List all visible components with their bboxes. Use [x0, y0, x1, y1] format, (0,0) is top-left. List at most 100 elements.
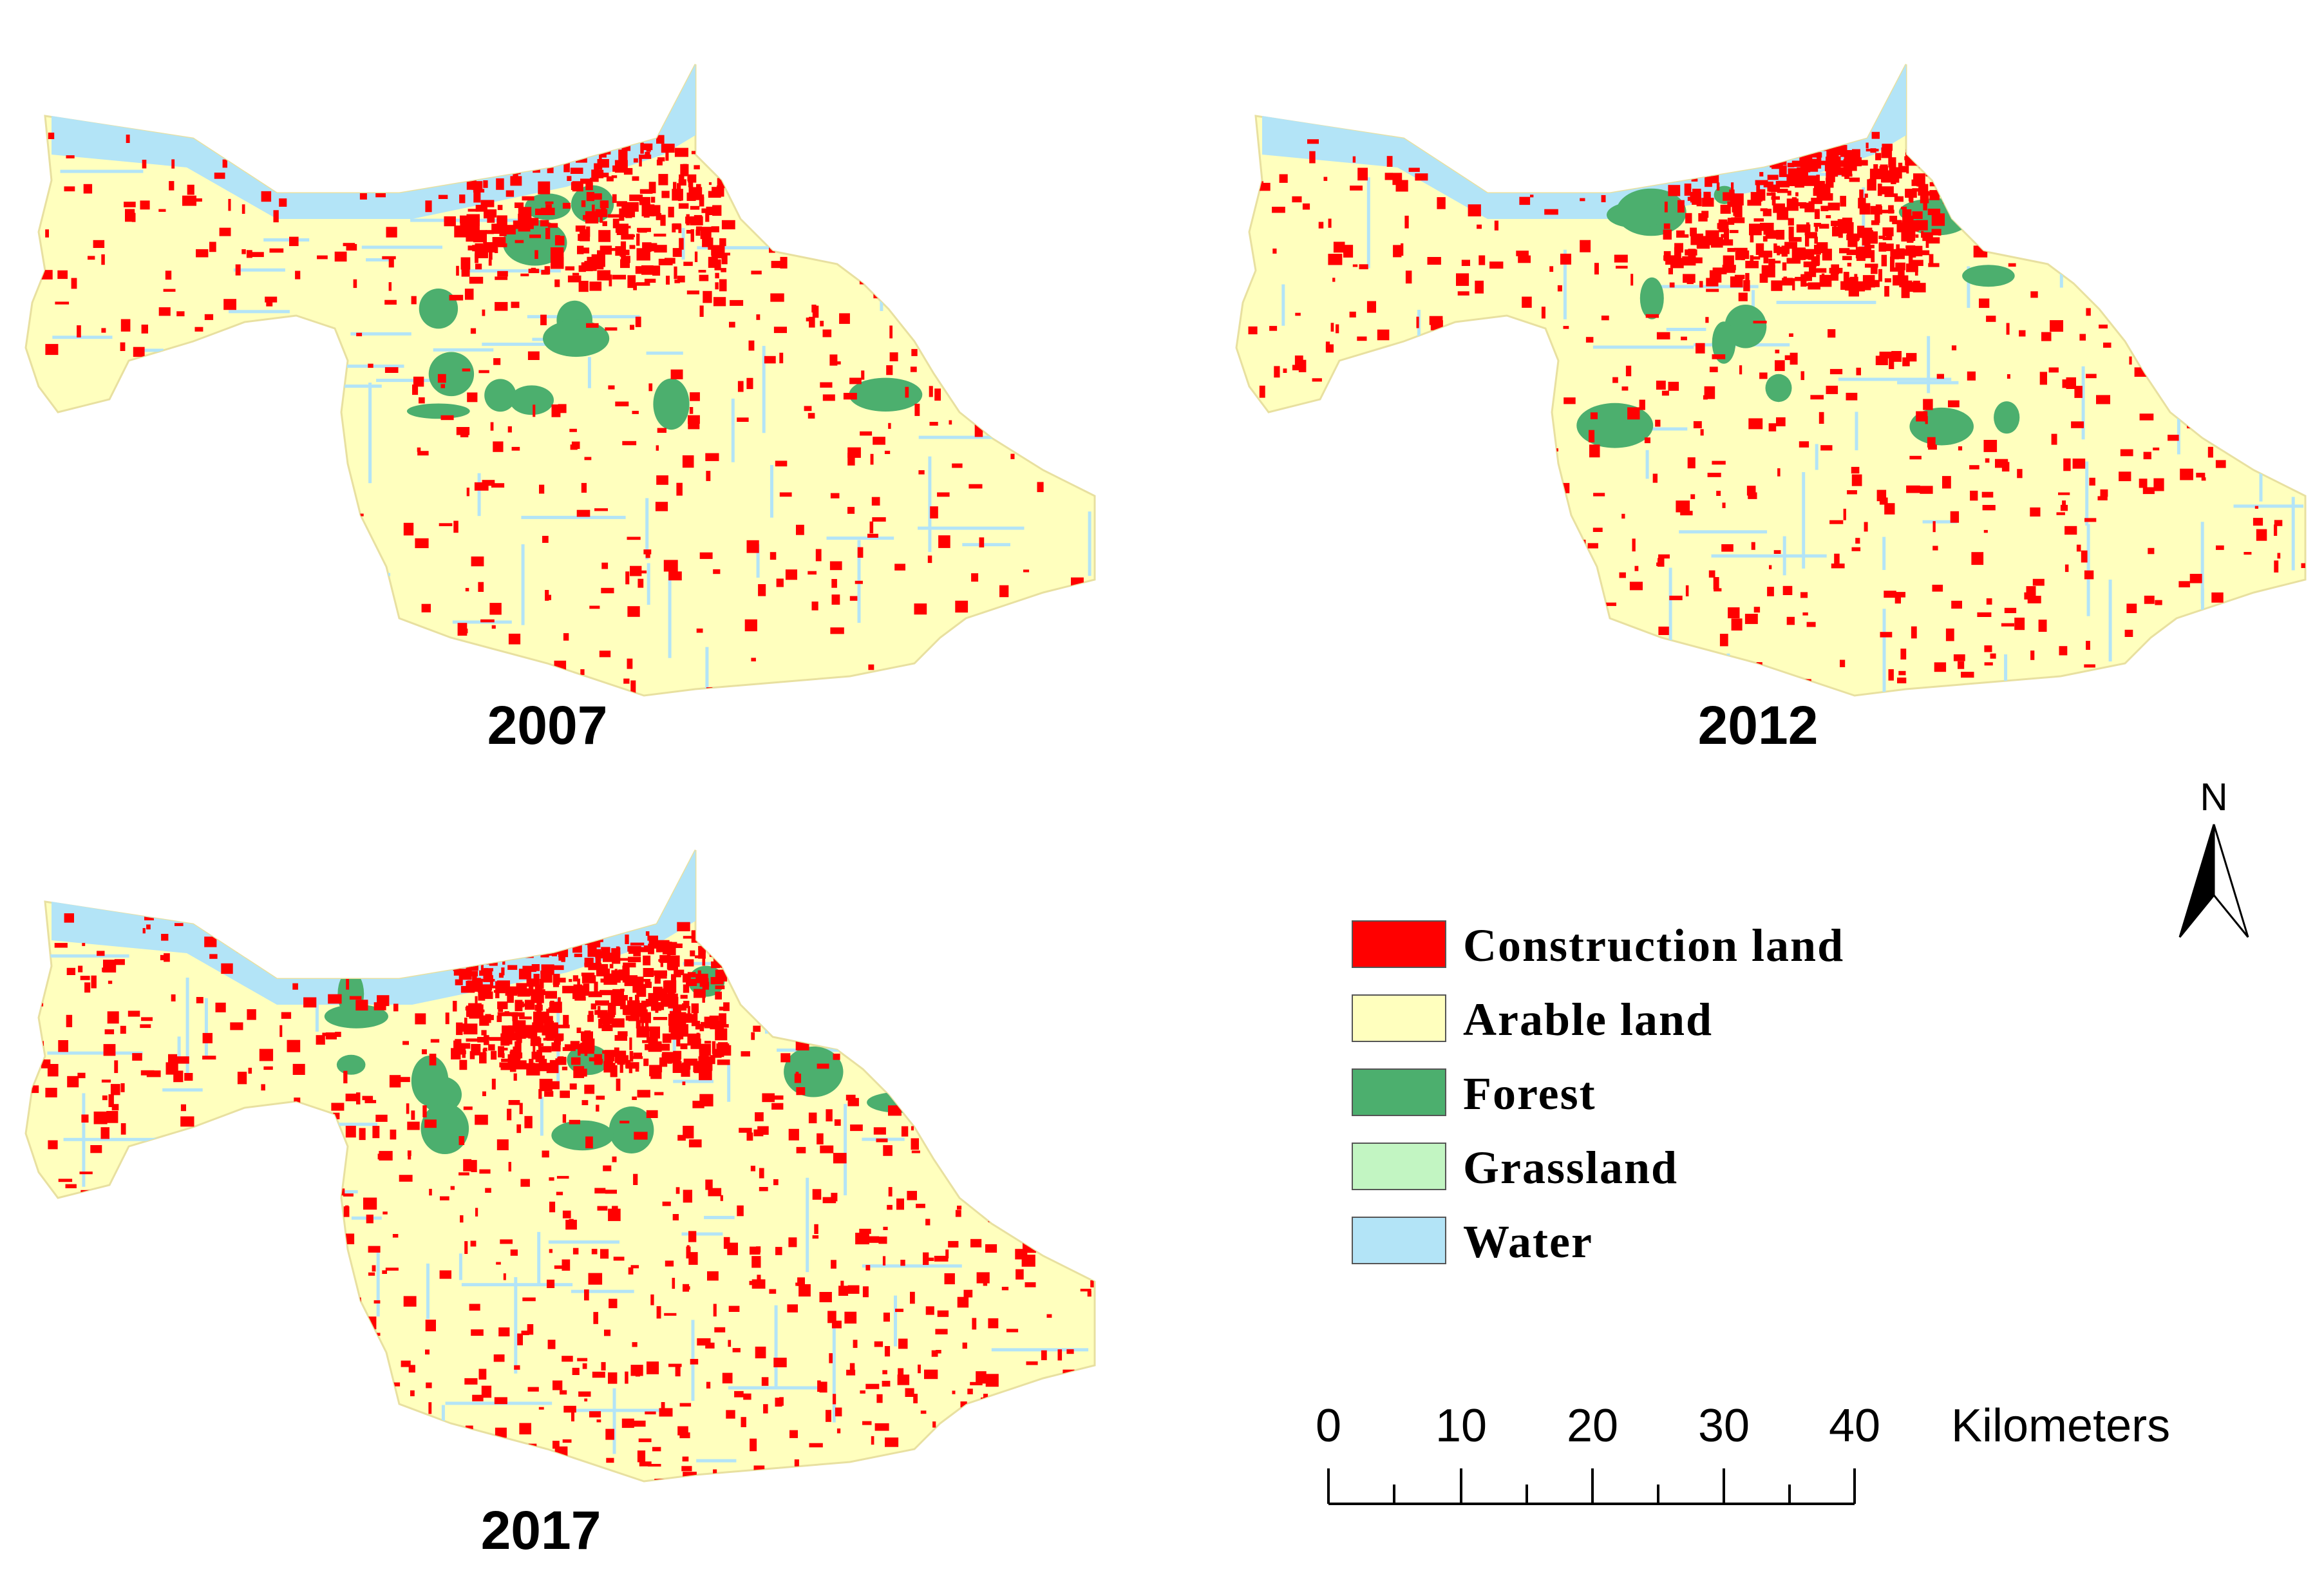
construction-patch [630, 680, 636, 694]
water-channel [1366, 177, 1370, 269]
construction-patch [1073, 466, 1085, 475]
construction-patch [533, 1045, 536, 1054]
construction-patch [788, 1128, 799, 1141]
construction-patch [1020, 256, 1030, 269]
construction-patch [542, 1150, 549, 1158]
construction-patch [572, 943, 582, 953]
construction-patch [508, 633, 521, 645]
construction-patch [2273, 647, 2288, 657]
water-channel [390, 1454, 394, 1481]
construction-patch [1851, 547, 1861, 551]
construction-patch [435, 180, 449, 184]
construction-patch [1869, 168, 1883, 180]
construction-patch [690, 392, 700, 401]
construction-patch [983, 1105, 987, 1109]
construction-patch [714, 149, 728, 157]
water-channel [196, 442, 288, 446]
construction-patch [58, 1040, 68, 1052]
construction-patch [623, 167, 633, 175]
construction-patch [50, 555, 61, 562]
construction-patch [75, 1436, 88, 1445]
construction-patch [1696, 343, 1705, 354]
construction-patch [1906, 485, 1920, 493]
construction-patch [789, 996, 802, 1003]
construction-patch [259, 1048, 274, 1061]
construction-patch [126, 549, 134, 559]
construction-patch [175, 923, 184, 926]
construction-patch [911, 348, 918, 356]
construction-patch [618, 1031, 628, 1037]
construction-patch [322, 1429, 329, 1440]
construction-patch [119, 1212, 125, 1218]
construction-patch [508, 1025, 517, 1032]
construction-patch [1709, 270, 1722, 283]
construction-patch [478, 1369, 487, 1380]
construction-patch [1249, 686, 1256, 695]
construction-patch [602, 221, 607, 227]
construction-patch [645, 554, 650, 558]
construction-patch [2154, 218, 2166, 222]
construction-patch [1634, 140, 1643, 144]
construction-patch [2238, 658, 2242, 664]
construction-patch [678, 224, 682, 233]
construction-patch [1238, 591, 1249, 598]
construction-patch [2140, 683, 2143, 692]
construction-patch [345, 1326, 353, 1338]
construction-patch [1942, 476, 1951, 489]
construction-patch [927, 1103, 939, 1113]
construction-patch [874, 1056, 878, 1061]
construction-patch [1051, 196, 1064, 199]
construction-patch [1050, 1197, 1059, 1202]
construction-patch [2144, 595, 2155, 604]
construction-patch [1878, 242, 1887, 252]
construction-patch [284, 1232, 290, 1242]
forest-patch [509, 385, 554, 415]
construction-patch [1806, 621, 1816, 627]
construction-patch [495, 247, 498, 253]
construction-patch [456, 265, 459, 276]
construction-patch [645, 982, 652, 988]
construction-patch [236, 941, 242, 953]
construction-patch [600, 200, 609, 209]
construction-patch [1860, 160, 1868, 166]
construction-patch [614, 160, 628, 173]
construction-patch [91, 975, 97, 989]
construction-patch [486, 946, 491, 951]
construction-patch [326, 1353, 338, 1357]
construction-patch [213, 386, 224, 391]
construction-patch [831, 594, 840, 605]
construction-patch [662, 1201, 671, 1206]
construction-patch [1421, 622, 1435, 628]
water-channel [160, 1184, 164, 1233]
construction-patch [173, 1070, 184, 1083]
construction-patch [456, 1022, 463, 1036]
forest-patch [1994, 401, 2020, 434]
construction-patch [1837, 167, 1845, 175]
construction-patch [102, 402, 117, 415]
water-channel [681, 1232, 723, 1236]
construction-patch [1770, 150, 1783, 153]
water-channel [204, 998, 208, 1059]
construction-patch [217, 1347, 225, 1352]
construction-patch [312, 540, 325, 551]
construction-patch [1010, 957, 1016, 969]
construction-patch [581, 262, 592, 270]
construction-patch [872, 1067, 885, 1077]
construction-patch [375, 1114, 388, 1122]
construction-patch [433, 1449, 442, 1455]
construction-patch [949, 420, 952, 425]
construction-patch [276, 1256, 279, 1269]
construction-patch [226, 1217, 240, 1224]
water-channel [928, 456, 932, 553]
construction-patch [588, 949, 601, 956]
construction-patch [1810, 395, 1824, 400]
construction-patch [1668, 268, 1673, 274]
construction-patch [515, 240, 524, 243]
construction-patch [611, 970, 621, 983]
construction-patch [76, 1327, 90, 1333]
construction-patch [288, 1307, 295, 1316]
construction-patch [847, 453, 855, 466]
construction-patch [507, 426, 512, 433]
construction-patch [776, 578, 784, 587]
water-channel [521, 515, 626, 519]
